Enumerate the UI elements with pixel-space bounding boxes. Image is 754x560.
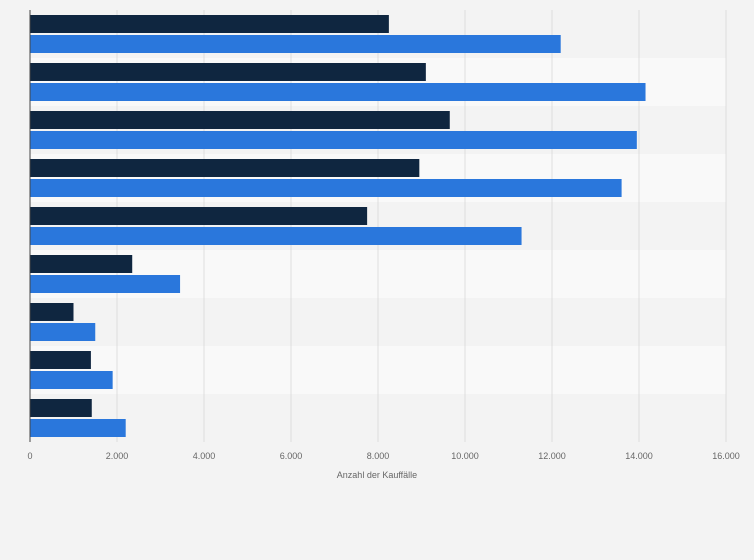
x-tick-label: 8.000 — [367, 451, 390, 461]
bar[interactable] — [30, 419, 126, 437]
x-tick-label: 0 — [27, 451, 32, 461]
x-tick-label: 6.000 — [280, 451, 303, 461]
bar[interactable] — [30, 255, 133, 273]
x-tick-label: 14.000 — [625, 451, 653, 461]
bar[interactable] — [30, 371, 113, 389]
bar[interactable] — [30, 399, 92, 417]
bars — [30, 15, 646, 437]
bar[interactable] — [30, 83, 646, 101]
bar[interactable] — [30, 159, 420, 177]
bar[interactable] — [30, 35, 561, 53]
bar[interactable] — [30, 227, 522, 245]
bar[interactable] — [30, 179, 622, 197]
bar[interactable] — [30, 351, 91, 369]
x-tick-label: 16.000 — [712, 451, 740, 461]
bar[interactable] — [30, 131, 637, 149]
bar[interactable] — [30, 207, 368, 225]
bar[interactable] — [30, 15, 389, 33]
x-tick-label: 4.000 — [193, 451, 216, 461]
x-tick-label: 2.000 — [106, 451, 129, 461]
bar[interactable] — [30, 323, 96, 341]
x-tick-label: 10.000 — [451, 451, 479, 461]
bar[interactable] — [30, 275, 181, 293]
x-axis-ticks: 0 2.000 4.000 6.000 8.000 10.000 12.000 14.000 1… — [27, 451, 739, 461]
bar[interactable] — [30, 303, 74, 321]
x-tick-label: 12.000 — [538, 451, 566, 461]
bar[interactable] — [30, 63, 426, 81]
gridlines — [116, 10, 727, 442]
bar[interactable] — [30, 111, 450, 129]
x-axis-title: Anzahl der Kauffälle — [337, 470, 417, 480]
